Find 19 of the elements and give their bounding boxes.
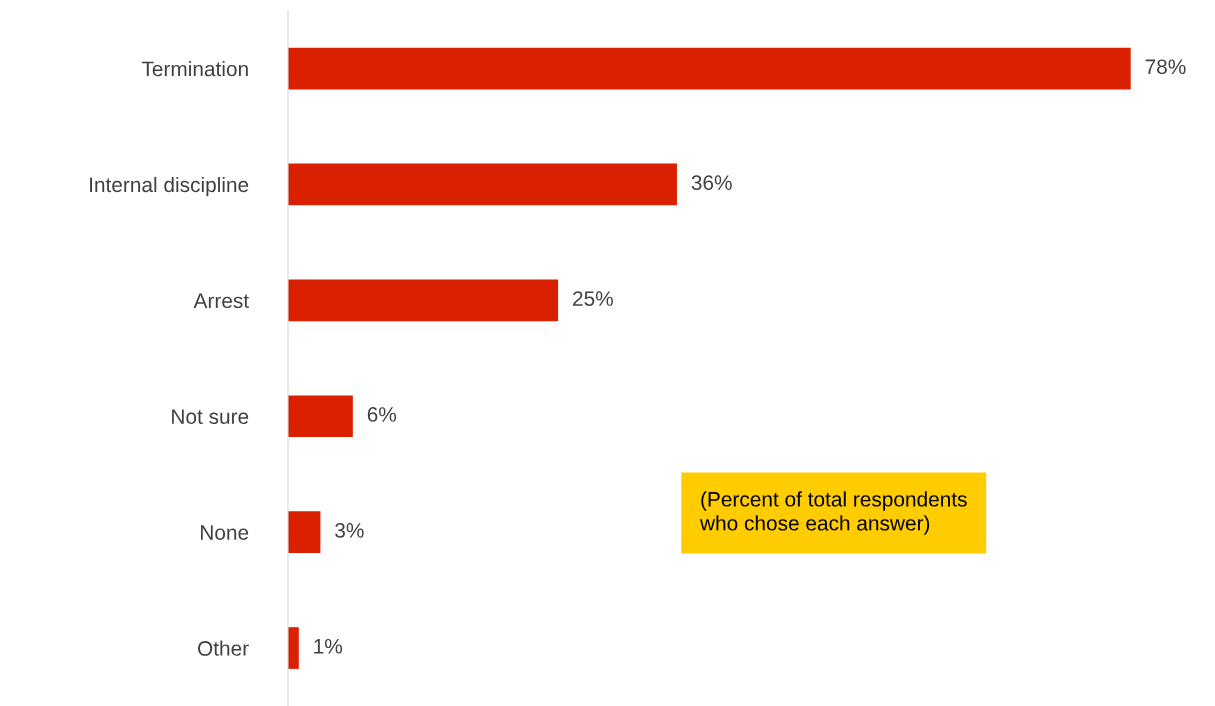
bar: [288, 279, 559, 322]
data-label: 6%: [367, 407, 397, 422]
data-label: 25%: [573, 291, 613, 306]
data-label: 36%: [691, 175, 732, 191]
bar: [288, 627, 299, 669]
y-tick-label: Internal discipline: [90, 176, 249, 197]
y-tick-label: None: [201, 525, 249, 540]
annotation: (Percent of total respondents who chose each answer): [699, 491, 967, 535]
y-tick-label: Termination: [141, 60, 248, 77]
y-tick-label: Other: [198, 640, 249, 656]
bar: [288, 395, 353, 438]
y-tick-label: Not sure: [172, 409, 249, 424]
y-tick-label: Arrest: [193, 293, 249, 309]
bar: [288, 47, 1131, 90]
data-label: 1%: [314, 638, 343, 654]
data-label: 3%: [335, 522, 364, 538]
bar: [288, 511, 321, 554]
data-label: 78%: [1145, 59, 1186, 75]
bar: [288, 163, 677, 206]
